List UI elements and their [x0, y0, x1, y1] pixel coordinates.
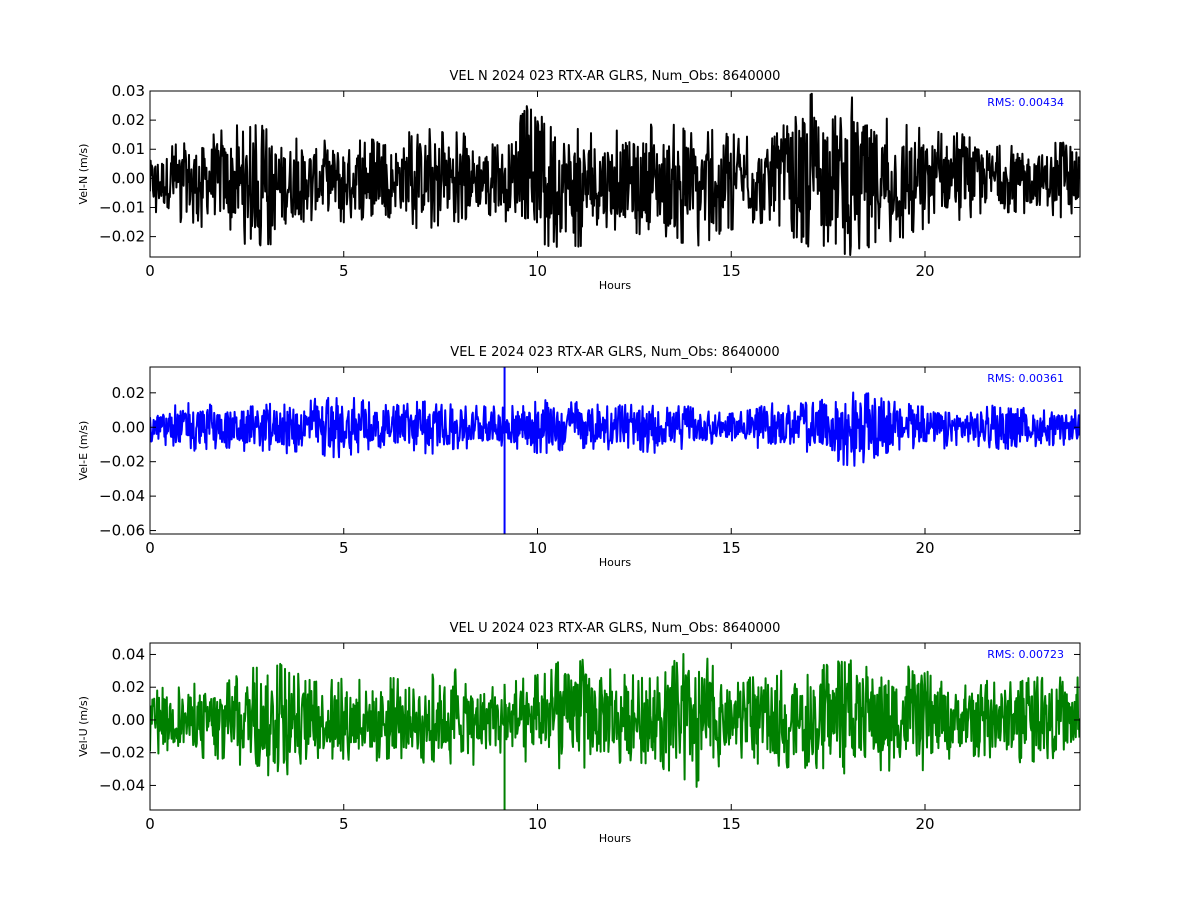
x-tick-label: 20: [915, 539, 934, 557]
y-tick-label: −0.04: [99, 776, 145, 794]
y-tick-label: −0.06: [99, 522, 145, 540]
series-line-0: [150, 367, 1080, 534]
x-tick-label: 15: [722, 262, 741, 280]
y-tick-label: −0.01: [99, 198, 145, 216]
series-line-0: [150, 653, 1080, 810]
y-tick-label: −0.02: [99, 228, 145, 246]
y-axis-label: Vel-U (m/s): [77, 696, 90, 757]
rms-annotation: RMS: 0.00434: [987, 96, 1064, 109]
y-tick-label: 0.00: [112, 711, 145, 729]
plot-frame: [149, 90, 1081, 258]
chart-panel-1: VEL E 2024 023 RTX-AR GLRS, Num_Obs: 864…: [77, 345, 1081, 569]
y-tick-label: 0.00: [112, 418, 145, 436]
y-tick-label: −0.02: [99, 744, 145, 762]
x-tick-label: 20: [915, 262, 934, 280]
chart-title: VEL E 2024 023 RTX-AR GLRS, Num_Obs: 864…: [450, 345, 779, 360]
x-tick-label: 5: [339, 815, 349, 833]
x-tick-label: 15: [722, 539, 741, 557]
rms-annotation: RMS: 0.00361: [987, 372, 1064, 385]
y-tick-label: 0.02: [112, 111, 145, 129]
y-tick-label: 0.04: [112, 645, 145, 663]
rms-annotation: RMS: 0.00723: [987, 648, 1064, 661]
plot-frame: [149, 642, 1081, 811]
x-tick-label: 10: [528, 262, 547, 280]
y-tick-label: −0.04: [99, 487, 145, 505]
x-tick-label: 10: [528, 539, 547, 557]
chart-panel-2: VEL U 2024 023 RTX-AR GLRS, Num_Obs: 864…: [77, 621, 1081, 845]
y-tick-label: 0.02: [112, 678, 145, 696]
y-tick-label: 0.00: [112, 169, 145, 187]
chart-title: VEL U 2024 023 RTX-AR GLRS, Num_Obs: 864…: [450, 621, 781, 636]
plot-frame: [149, 366, 1081, 535]
x-tick-label: 5: [339, 539, 349, 557]
x-axis-label: Hours: [599, 279, 631, 292]
x-tick-label: 5: [339, 262, 349, 280]
x-tick-label: 0: [145, 262, 155, 280]
x-tick-label: 0: [145, 815, 155, 833]
x-tick-label: 20: [915, 815, 934, 833]
series-line-0: [150, 92, 1080, 256]
chart-panel-0: VEL N 2024 023 RTX-AR GLRS, Num_Obs: 864…: [77, 69, 1081, 292]
y-axis-label: Vel-N (m/s): [77, 144, 90, 205]
y-tick-label: −0.02: [99, 453, 145, 471]
y-tick-label: 0.02: [112, 384, 145, 402]
x-tick-label: 0: [145, 539, 155, 557]
x-axis-label: Hours: [599, 556, 631, 569]
y-axis-label: Vel-E (m/s): [77, 421, 90, 481]
y-tick-label: 0.03: [112, 82, 145, 100]
y-tick-label: 0.01: [112, 140, 145, 158]
chart-title: VEL N 2024 023 RTX-AR GLRS, Num_Obs: 864…: [450, 69, 781, 84]
x-tick-label: 10: [528, 815, 547, 833]
x-axis-label: Hours: [599, 832, 631, 845]
x-tick-label: 15: [722, 815, 741, 833]
